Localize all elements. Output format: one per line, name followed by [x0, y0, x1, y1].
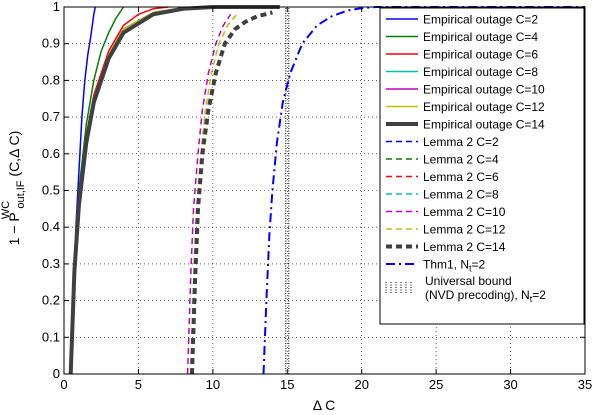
x-tick-label: 15 — [280, 377, 294, 392]
y-label-subscript: out,IF — [15, 180, 27, 208]
x-tick-label: 30 — [503, 377, 517, 392]
x-tick-label: 20 — [354, 377, 368, 392]
series-line-12 — [189, 13, 238, 375]
x-tick-label: 10 — [206, 377, 220, 392]
y-tick-label: 1 — [53, 0, 60, 14]
y-tick-label: 0.1 — [42, 329, 60, 344]
y-tick-label: 0.4 — [42, 219, 60, 234]
legend-label-12: Lemma 2 C=12 — [423, 223, 506, 237]
legend-label-9: Lemma 2 C=6 — [423, 170, 499, 184]
y-tick-label: 0.7 — [42, 109, 60, 124]
y-tick-label: 0 — [53, 366, 60, 381]
y-tick-label: 0.2 — [42, 293, 60, 308]
y-tick-label: 0.6 — [42, 146, 60, 161]
y-tick-label: 0.5 — [42, 183, 60, 198]
legend: Empirical outage C=2 Empirical outage C=4… — [379, 7, 585, 325]
y-tick-label: 0.9 — [42, 36, 60, 51]
x-axis-label: Δ C — [313, 397, 336, 413]
y-axis-label: 1 − P out,IF (C,Δ C) WC — [0, 131, 27, 246]
grid — [64, 7, 585, 374]
legend-label-5: Empirical outage C=12 — [423, 100, 545, 114]
legend-label-4: Empirical outage C=10 — [423, 83, 545, 97]
y-label-suffix: (C,Δ C) — [6, 131, 22, 177]
series-line-13 — [190, 10, 273, 375]
axes — [63, 6, 586, 375]
x-tick-label: 25 — [429, 377, 443, 392]
x-tick-label: 0 — [60, 377, 67, 392]
legend-label-0: Empirical outage C=2 — [423, 13, 538, 27]
y-tick-label: 0.3 — [42, 256, 60, 271]
y-tick-label: 0.8 — [42, 72, 60, 87]
legend-label-10: Lemma 2 C=8 — [423, 188, 499, 202]
series-line-11 — [186, 13, 232, 375]
legend-label-bound-line1: Universal bound — [425, 274, 512, 288]
legend-label-thm1: Thm1, Nt=2 — [423, 258, 486, 274]
legend-label-6: Empirical outage C=14 — [423, 118, 545, 132]
y-label-superscript: WC — [0, 201, 12, 219]
legend-label-bound-line2: (NVD precoding), Nt=2 — [425, 288, 546, 304]
legend-box — [379, 7, 585, 325]
x-tick-label: 5 — [135, 377, 142, 392]
legend-label-2: Empirical outage C=6 — [423, 48, 538, 62]
legend-label-7: Lemma 2 C=2 — [423, 135, 499, 149]
tick-labels: 0 5 10 15 20 25 30 35 0 0.1 0.2 0.3 0.4 0.5 0.6 0.7 0.8 0… — [42, 0, 592, 392]
legend-label-1: Empirical outage C=4 — [423, 30, 538, 44]
legend-label-11: Lemma 2 C=10 — [423, 205, 506, 219]
series-group — [68, 5, 585, 375]
legend-label-13: Lemma 2 C=14 — [423, 240, 506, 254]
legend-label-3: Empirical outage C=8 — [423, 65, 538, 79]
series-line-14 — [262, 6, 585, 375]
x-tick-label: 35 — [578, 377, 592, 392]
legend-label-8: Lemma 2 C=4 — [423, 153, 499, 167]
svg-text:1 − P out,IF (C,Δ: 1 − P out,IF (C,Δ C) — [6, 131, 27, 246]
y-label-prefix: 1 − P — [6, 212, 22, 245]
series-line-6 — [68, 5, 280, 375]
